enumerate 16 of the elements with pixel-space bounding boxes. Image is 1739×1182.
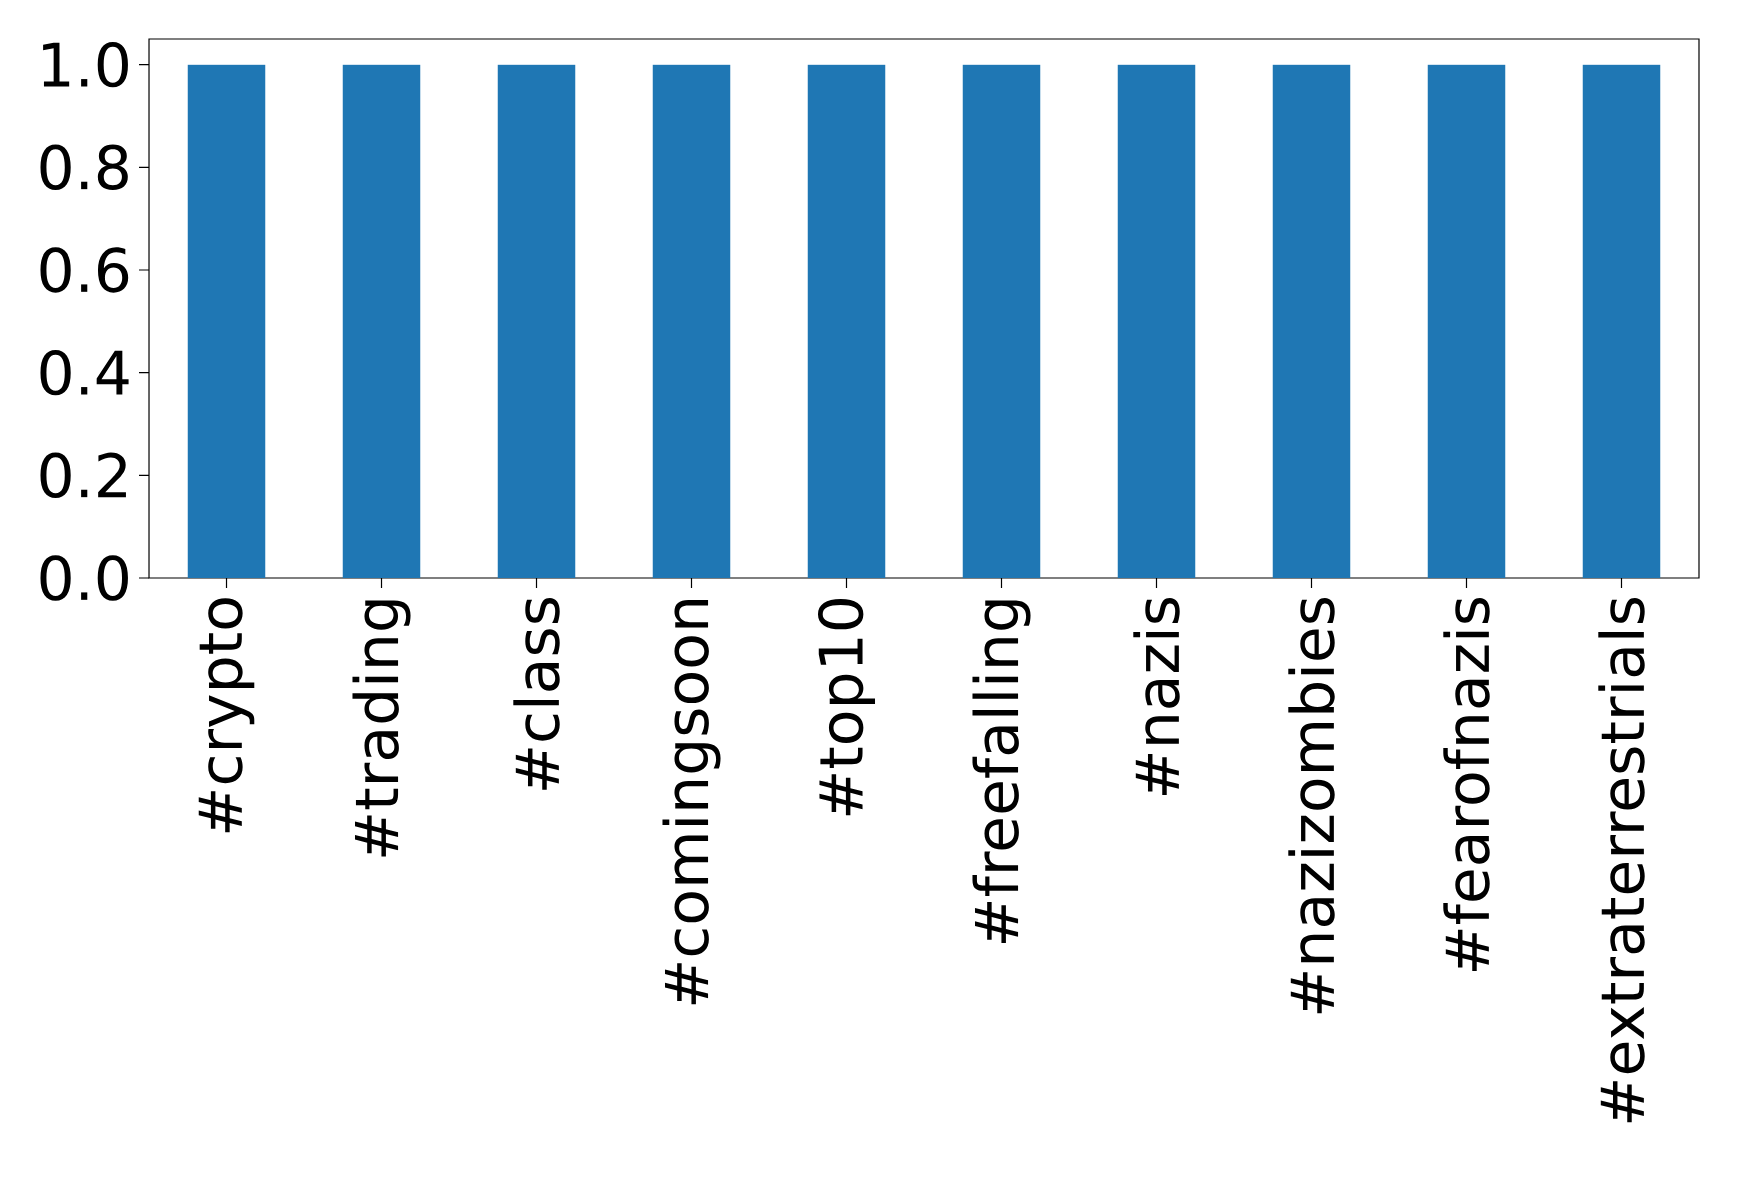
x-tick-label: #crypto: [198, 598, 255, 833]
x-tick-label: #trading: [352, 600, 411, 857]
y-tick-label: 0.8: [40, 144, 128, 191]
y-tick-label: 0.6: [40, 247, 129, 293]
y-tick-label: 0.2: [40, 452, 126, 499]
x-tick-label: #comingsoon: [662, 600, 721, 1005]
x-tick-label: #nazis: [1133, 597, 1180, 795]
y-tick-label: 0.4: [40, 349, 129, 396]
x-tick-label: #fearofnazis: [1443, 597, 1490, 971]
y-tick-label: 1.0: [43, 41, 128, 88]
x-tick-label: #top10: [817, 599, 876, 816]
y-tick-label: 0.0: [40, 555, 128, 601]
x-tick-label: #extraterrestrials: [1598, 598, 1645, 1123]
x-tick-label: #class: [513, 597, 560, 790]
x-tick-label: #freefalling: [972, 600, 1031, 943]
x-tick-label: #nazizombies: [1288, 597, 1335, 1014]
